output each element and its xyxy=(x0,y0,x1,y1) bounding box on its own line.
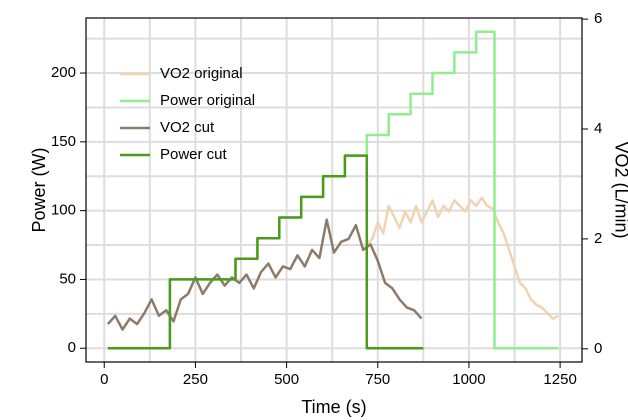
y2-tick-label: 6 xyxy=(594,10,602,27)
x-tick-label: 1250 xyxy=(543,371,576,388)
y2-tick-label: 4 xyxy=(594,120,602,137)
x-tick-label: 750 xyxy=(365,371,390,388)
x-tick-label: 0 xyxy=(100,371,108,388)
legend-label: Power original xyxy=(160,92,255,109)
legend-label: VO2 original xyxy=(160,65,243,82)
plot-frame xyxy=(85,17,583,363)
y-tick-label: 200 xyxy=(51,64,76,81)
series-line xyxy=(107,154,424,350)
x-tick-label: 500 xyxy=(274,371,299,388)
series-line xyxy=(106,218,423,331)
y-tick-label: 50 xyxy=(59,270,76,287)
y-tick-label: 150 xyxy=(51,133,76,150)
y-tick-label: 100 xyxy=(51,202,76,219)
y2-axis-label: VO2 (L/min) xyxy=(611,141,628,238)
y-tick-label: 0 xyxy=(68,339,76,356)
x-tick-label: 250 xyxy=(183,371,208,388)
x-axis-label: Time (s) xyxy=(301,397,366,417)
y2-tick-label: 2 xyxy=(594,230,602,247)
y2-tick-label: 0 xyxy=(594,340,602,357)
legend-label: Power cut xyxy=(160,146,228,163)
x-tick-label: 1000 xyxy=(452,371,485,388)
series-line xyxy=(365,196,559,320)
y-axis-label: Power (W) xyxy=(29,148,49,233)
legend-label: VO2 cut xyxy=(160,119,215,136)
